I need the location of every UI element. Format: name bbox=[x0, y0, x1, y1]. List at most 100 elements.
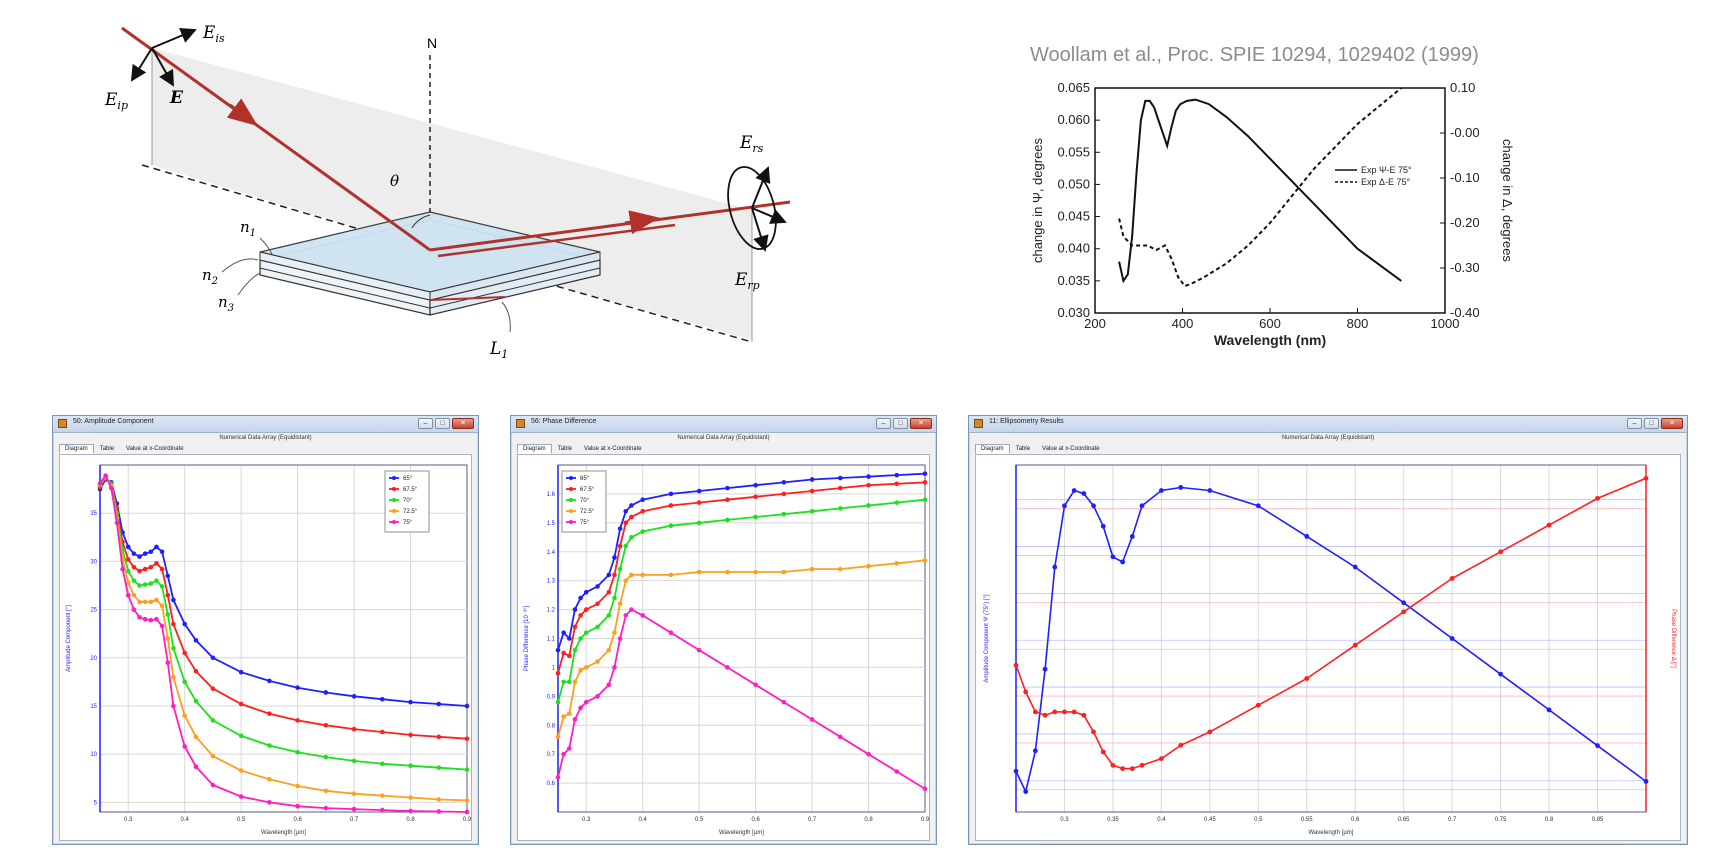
tab-diagram[interactable]: Diagram bbox=[59, 444, 94, 454]
data-point bbox=[464, 809, 470, 815]
data-point bbox=[1013, 768, 1019, 774]
maximize-button[interactable]: □ bbox=[893, 418, 908, 429]
data-point bbox=[125, 568, 131, 574]
maximize-button[interactable]: □ bbox=[1644, 418, 1659, 429]
tab-value-at-x[interactable]: Value at x-Coordinate bbox=[584, 446, 642, 452]
window-amplitude-component[interactable]: 50: Amplitude Component – □ ✕ Numerical … bbox=[52, 415, 479, 845]
data-point bbox=[267, 800, 272, 805]
window-titlebar[interactable]: 50: Amplitude Component – □ ✕ bbox=[53, 416, 478, 433]
x-axis-label: Wavelength [µm] bbox=[261, 830, 306, 836]
data-point bbox=[1158, 488, 1164, 493]
e-rp-vector bbox=[751, 207, 769, 252]
amplitude-chart: 0.3 0.4 0.5 0.6 0.7 0.8 0.9 Wavelength [µm] 5 10 1… bbox=[66, 464, 471, 836]
plot-area[interactable]: 0.3 0.35 0.4 0.45 0.5 0.55 0.6 0.65 0.7 0.75 0.8 0.… bbox=[975, 454, 1681, 841]
data-point bbox=[1100, 523, 1106, 529]
horizontal-scrollbar[interactable] bbox=[1039, 844, 1627, 845]
tab-diagram[interactable]: Diagram bbox=[975, 444, 1010, 454]
data-point bbox=[238, 669, 244, 675]
data-point bbox=[572, 607, 578, 612]
data-point bbox=[408, 763, 413, 769]
reference-citation: Woollam et al., Proc. SPIE 10294, 102940… bbox=[1030, 44, 1479, 66]
data-point bbox=[640, 529, 645, 534]
window-title: 50: Amplitude Component bbox=[73, 418, 154, 425]
data-point bbox=[922, 480, 928, 485]
x-tick-label: 0.8 bbox=[864, 817, 873, 823]
data-point bbox=[617, 636, 623, 641]
data-point bbox=[159, 603, 165, 609]
data-point bbox=[623, 520, 629, 526]
tab-value-at-x[interactable]: Value at x-Coordinate bbox=[126, 446, 184, 452]
data-point bbox=[1042, 712, 1048, 718]
data-point bbox=[380, 793, 385, 798]
data-point bbox=[555, 670, 561, 676]
window-ellipsometry-results[interactable]: 11: Ellipsometry Results – □ ✕ Numerical… bbox=[968, 415, 1688, 845]
series-line bbox=[99, 474, 468, 802]
x-tick-label: 0.5 bbox=[695, 817, 704, 823]
data-point bbox=[561, 679, 566, 685]
data-point bbox=[1071, 709, 1077, 715]
data-point bbox=[351, 694, 357, 699]
x-tick-label: 0.7 bbox=[808, 817, 817, 823]
minimize-button[interactable]: – bbox=[876, 418, 891, 429]
data-point bbox=[1062, 709, 1067, 715]
x-tick-label: 0.45 bbox=[1204, 817, 1216, 823]
data-point bbox=[1595, 495, 1600, 501]
data-point bbox=[408, 795, 413, 800]
plot-area[interactable]: 0.3 0.4 0.5 0.6 0.7 0.8 0.9 Wavelength [µm] 0.6 0… bbox=[517, 454, 930, 841]
data-point bbox=[142, 582, 148, 587]
x-tick-label: 0.4 bbox=[639, 817, 648, 823]
close-button[interactable]: ✕ bbox=[1661, 418, 1683, 429]
x-tick-label: 0.85 bbox=[1592, 817, 1604, 823]
window-titlebar[interactable]: 11: Ellipsometry Results – □ ✕ bbox=[969, 416, 1687, 433]
maximize-button[interactable]: □ bbox=[435, 418, 450, 429]
data-point bbox=[210, 686, 216, 691]
legend-label: 75° bbox=[403, 520, 413, 526]
data-point bbox=[436, 809, 442, 814]
data-point bbox=[838, 485, 843, 491]
data-point bbox=[436, 701, 442, 707]
window-titlebar[interactable]: 56: Phase Difference – □ ✕ bbox=[511, 416, 936, 433]
app-icon bbox=[58, 419, 67, 428]
tab-table[interactable]: Table bbox=[557, 446, 573, 452]
window-phase-difference[interactable]: 56: Phase Difference – □ ✕ Numerical Dat… bbox=[510, 415, 937, 845]
x-tick-label: 0.3 bbox=[582, 817, 591, 823]
e-rs-label: Ers bbox=[739, 133, 764, 155]
x-tick-label: 200 bbox=[1084, 316, 1106, 331]
plot-area[interactable]: 0.3 0.4 0.5 0.6 0.7 0.8 0.9 Wavelength [µm] 5 10 1… bbox=[59, 454, 472, 841]
data-point bbox=[464, 703, 470, 709]
incident-beam bbox=[121, 26, 431, 252]
data-point bbox=[154, 544, 159, 550]
data-point bbox=[171, 703, 176, 709]
data-point bbox=[809, 566, 815, 572]
data-point bbox=[866, 474, 871, 479]
minimize-button[interactable]: – bbox=[418, 418, 433, 429]
tab-diagram[interactable]: Diagram bbox=[517, 444, 552, 454]
data-point bbox=[725, 665, 730, 670]
y-tick-label: 1.5 bbox=[547, 521, 556, 527]
x-tick-label: 400 bbox=[1172, 316, 1194, 331]
y-left-tick-label: 0.040 bbox=[1057, 241, 1090, 256]
series-line bbox=[557, 481, 926, 674]
data-point bbox=[210, 718, 216, 723]
minimize-button[interactable]: – bbox=[1627, 418, 1642, 429]
legend-label: 65° bbox=[580, 476, 590, 482]
close-button[interactable]: ✕ bbox=[910, 418, 932, 429]
data-point bbox=[159, 566, 165, 572]
data-point bbox=[1546, 707, 1552, 713]
data-point bbox=[148, 617, 154, 623]
l1-pointer bbox=[501, 301, 511, 333]
data-point bbox=[696, 569, 702, 575]
close-button[interactable]: ✕ bbox=[452, 418, 474, 429]
data-point bbox=[142, 599, 148, 605]
e-ip-label: Eip bbox=[104, 90, 128, 112]
data-point bbox=[171, 621, 176, 627]
legend-marker bbox=[392, 487, 396, 491]
tab-value-at-x[interactable]: Value at x-Coordinate bbox=[1042, 446, 1100, 452]
tab-table[interactable]: Table bbox=[1015, 446, 1031, 452]
data-point bbox=[866, 563, 871, 569]
tab-table[interactable]: Table bbox=[99, 446, 115, 452]
data-point bbox=[154, 616, 159, 622]
y-left-tick-label: 0.030 bbox=[1057, 305, 1090, 320]
y-right-tick-label: -0.10 bbox=[1450, 170, 1480, 185]
y-right-tick-label: -0.20 bbox=[1450, 215, 1480, 230]
